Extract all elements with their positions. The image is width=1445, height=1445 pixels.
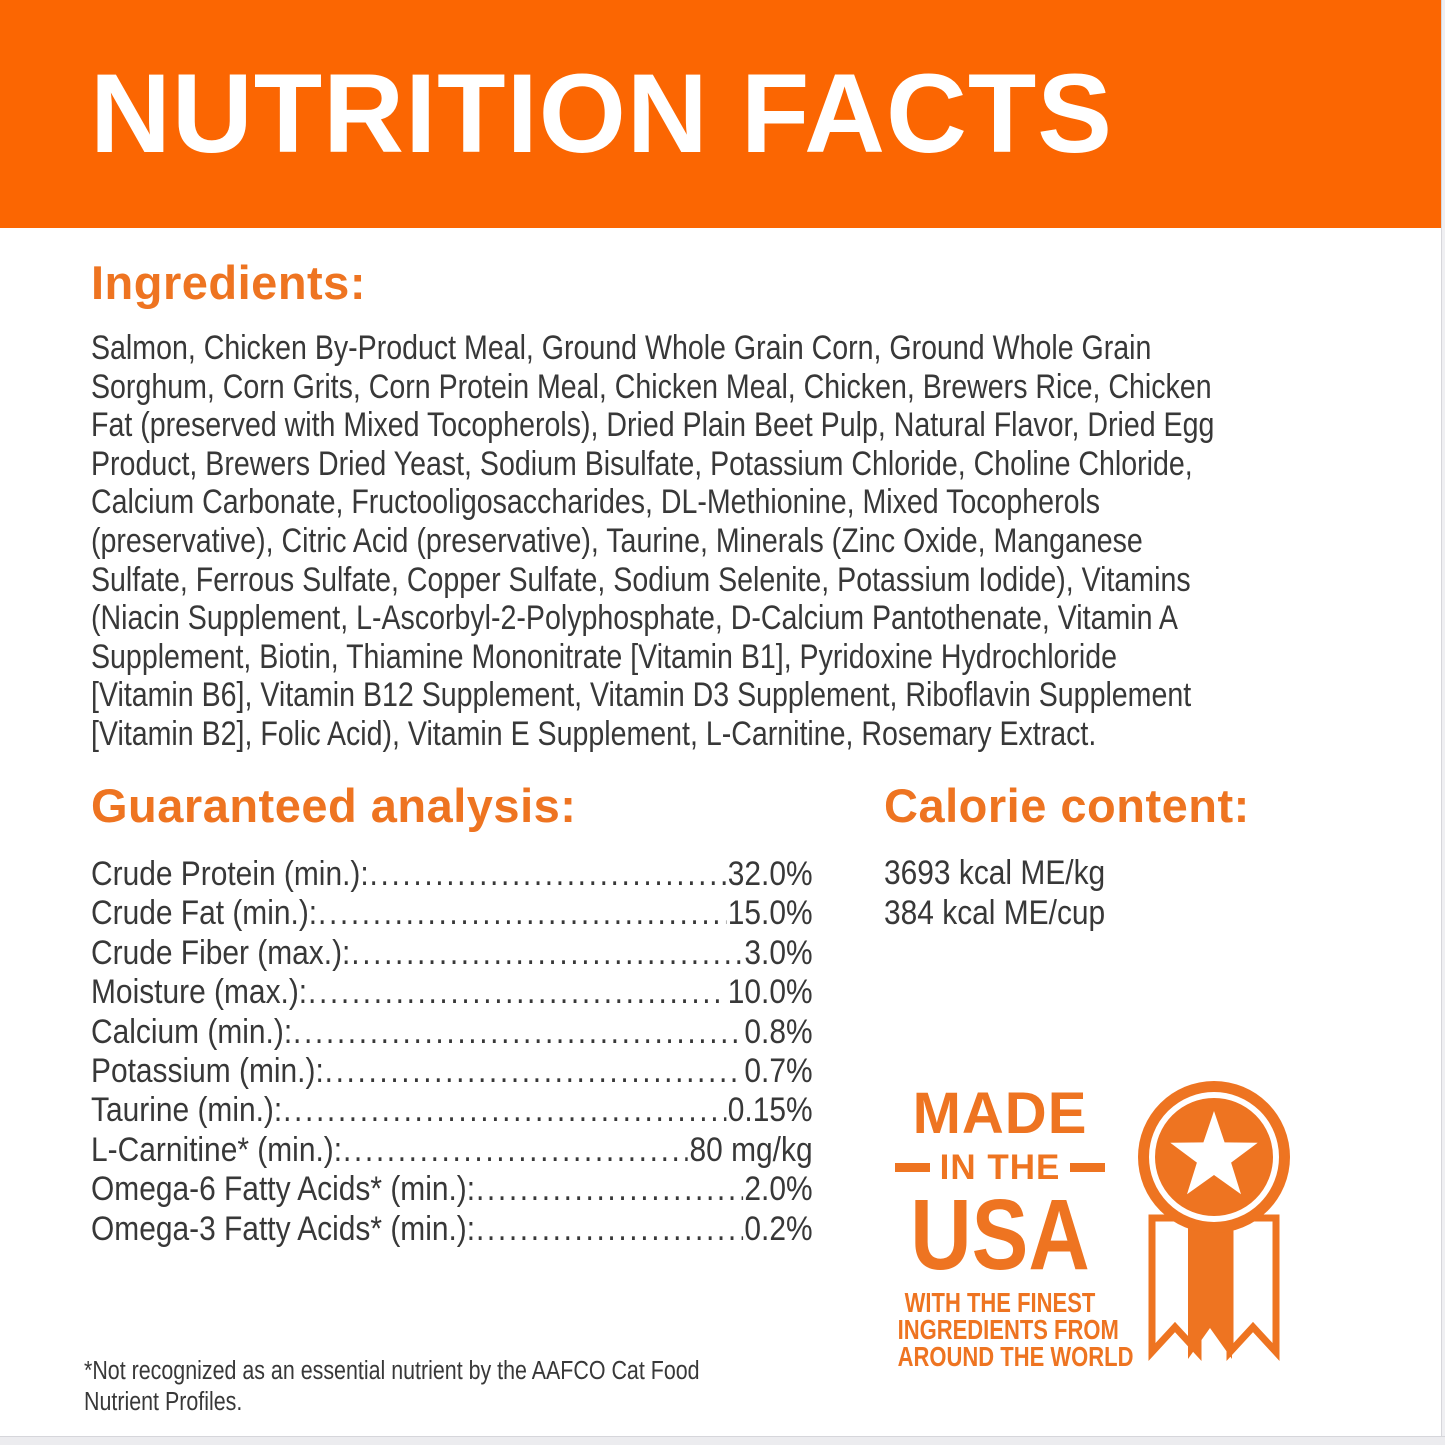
- label-bottom-edge: [0, 1436, 1445, 1445]
- analysis-row: Potassium (min.): ......................…: [91, 1052, 813, 1091]
- header-banner: NUTRITION FACTS: [0, 0, 1442, 228]
- usa-caption-line: AROUND THE WORLD: [897, 1341, 1134, 1372]
- in-the-text: IN THE: [939, 1148, 1061, 1187]
- dot-leader: ........................................…: [293, 1012, 743, 1051]
- dot-leader: ........................................…: [475, 1170, 743, 1209]
- analysis-row: Crude Protein (min.): ..................…: [91, 855, 813, 894]
- ingredients-line: Fat (preserved with Mixed Tocopherols), …: [91, 406, 1215, 445]
- analysis-label: Moisture (max.):: [91, 973, 308, 1012]
- ingredients-line: [Vitamin B6], Vitamin B12 Supplement, Vi…: [91, 676, 1192, 715]
- made-text: MADE: [912, 1081, 1088, 1146]
- ribbon-tail-right: [1226, 1214, 1280, 1361]
- analysis-label: Omega-3 Fatty Acids* (min.):: [91, 1209, 476, 1248]
- dot-leader: ........................................…: [342, 1130, 688, 1169]
- usa-text: USA: [910, 1179, 1090, 1291]
- analysis-value: 10.0%: [727, 973, 813, 1012]
- dot-leader: ........................................…: [369, 855, 726, 893]
- analysis-label: Crude Fat (min.):: [91, 894, 318, 933]
- analysis-value: 80 mg/kg: [689, 1130, 813, 1169]
- analysis-value: 0.15%: [727, 1091, 813, 1130]
- analysis-value: 32.0%: [727, 855, 813, 893]
- footnote-line: Nutrient Profiles.: [84, 1388, 243, 1416]
- dot-leader: ........................................…: [475, 1209, 743, 1248]
- analysis-label: L-Carnitine* (min.):: [91, 1130, 343, 1169]
- footnote-line: *Not recognized as an essential nutrient…: [84, 1357, 700, 1385]
- usa-caption-line: INGREDIENTS FROM: [897, 1314, 1119, 1345]
- analysis-row: Moisture (max.): .......................…: [91, 973, 813, 1012]
- award-ribbon-star-icon: [1138, 1081, 1290, 1361]
- dot-leader: ........................................…: [351, 933, 742, 972]
- ingredients-line: Sulfate, Ferrous Sulfate, Copper Sulfate…: [91, 560, 1191, 599]
- ingredients-line: (preservative), Citric Acid (preservativ…: [91, 521, 1143, 560]
- page-title: NUTRITION FACTS: [90, 51, 1113, 176]
- dot-leader: ........................................…: [324, 1052, 743, 1091]
- medal-inner-ring: [1149, 1092, 1279, 1222]
- analysis-label: Crude Fiber (max.):: [91, 933, 351, 972]
- ingredients-text: Salmon, Chicken By-Product Meal, Ground …: [91, 329, 1214, 754]
- footnote: *Not recognized as an essential nutrient…: [84, 1356, 700, 1418]
- star-icon: [1170, 1111, 1258, 1195]
- analysis-row: Taurine (min.): ........................…: [91, 1091, 813, 1130]
- analysis-label: Omega-6 Fatty Acids* (min.):: [91, 1170, 476, 1209]
- analysis-value: 0.8%: [744, 1012, 813, 1051]
- dot-leader: ........................................…: [283, 1091, 726, 1130]
- analysis-value: 2.0%: [744, 1170, 813, 1209]
- ingredients-line: Salmon, Chicken By-Product Meal, Ground …: [91, 329, 1152, 367]
- guaranteed-analysis-heading: Guaranteed analysis:: [91, 779, 577, 832]
- dot-leader: ........................................…: [317, 894, 727, 933]
- label-right-edge: [1441, 0, 1445, 1445]
- analysis-label: Taurine (min.):: [91, 1091, 283, 1130]
- analysis-row: Calcium (min.): ........................…: [91, 1013, 813, 1052]
- analysis-row: Omega-6 Fatty Acids* (min.): ...........…: [91, 1170, 813, 1209]
- ingredients-heading: Ingredients:: [91, 256, 366, 309]
- usa-caption-line: WITH THE FINEST: [904, 1287, 1096, 1318]
- analysis-label: Calcium (min.):: [91, 1012, 293, 1051]
- left-dash: [894, 1163, 930, 1172]
- analysis-value: 0.7%: [744, 1052, 813, 1091]
- right-dash: [1070, 1163, 1106, 1172]
- dot-leader: ........................................…: [308, 973, 727, 1012]
- ingredients-line: Sorghum, Corn Grits, Corn Protein Meal, …: [91, 367, 1212, 406]
- calorie-line: 3693 kcal ME/kg: [884, 854, 1106, 892]
- ribbon-center-band: [1188, 1228, 1232, 1359]
- calorie-content-values: 3693 kcal ME/kg 384 kcal ME/cup: [884, 853, 1105, 933]
- in-the-row: IN THE: [872, 1150, 1128, 1185]
- analysis-row: L-Carnitine* (min.): ...................…: [91, 1131, 813, 1170]
- analysis-value: 0.2%: [744, 1209, 813, 1248]
- analysis-value: 3.0%: [744, 933, 813, 972]
- made-in-usa-block: MADE IN THE USA WITH THE FINEST INGREDIE…: [872, 1081, 1134, 1372]
- analysis-row: Crude Fiber (max.): ....................…: [91, 934, 813, 973]
- analysis-label: Crude Protein (min.):: [91, 855, 369, 893]
- usa-caption: WITH THE FINEST INGREDIENTS FROM AROUND …: [897, 1287, 1134, 1372]
- ingredients-line: Calcium Carbonate, Fructooligosaccharide…: [91, 483, 1101, 522]
- analysis-value: 15.0%: [727, 894, 813, 933]
- calorie-line: 384 kcal ME/cup: [884, 894, 1106, 932]
- ingredients-line: (Niacin Supplement, L-Ascorbyl-2-Polypho…: [91, 599, 1178, 638]
- analysis-row: Omega-3 Fatty Acids* (min.): ...........…: [91, 1210, 813, 1249]
- guaranteed-analysis-table: Crude Protein (min.): ..................…: [91, 855, 813, 1249]
- ingredients-line: [Vitamin B2], Folic Acid), Vitamin E Sup…: [91, 714, 1097, 753]
- ingredients-line: Supplement, Biotin, Thiamine Mononitrate…: [91, 637, 1118, 676]
- calorie-content-heading: Calorie content:: [884, 779, 1250, 832]
- ingredients-line: Product, Brewers Dried Yeast, Sodium Bis…: [91, 444, 1193, 483]
- analysis-label: Potassium (min.):: [91, 1052, 324, 1091]
- analysis-row: Crude Fat (min.): ......................…: [91, 894, 813, 933]
